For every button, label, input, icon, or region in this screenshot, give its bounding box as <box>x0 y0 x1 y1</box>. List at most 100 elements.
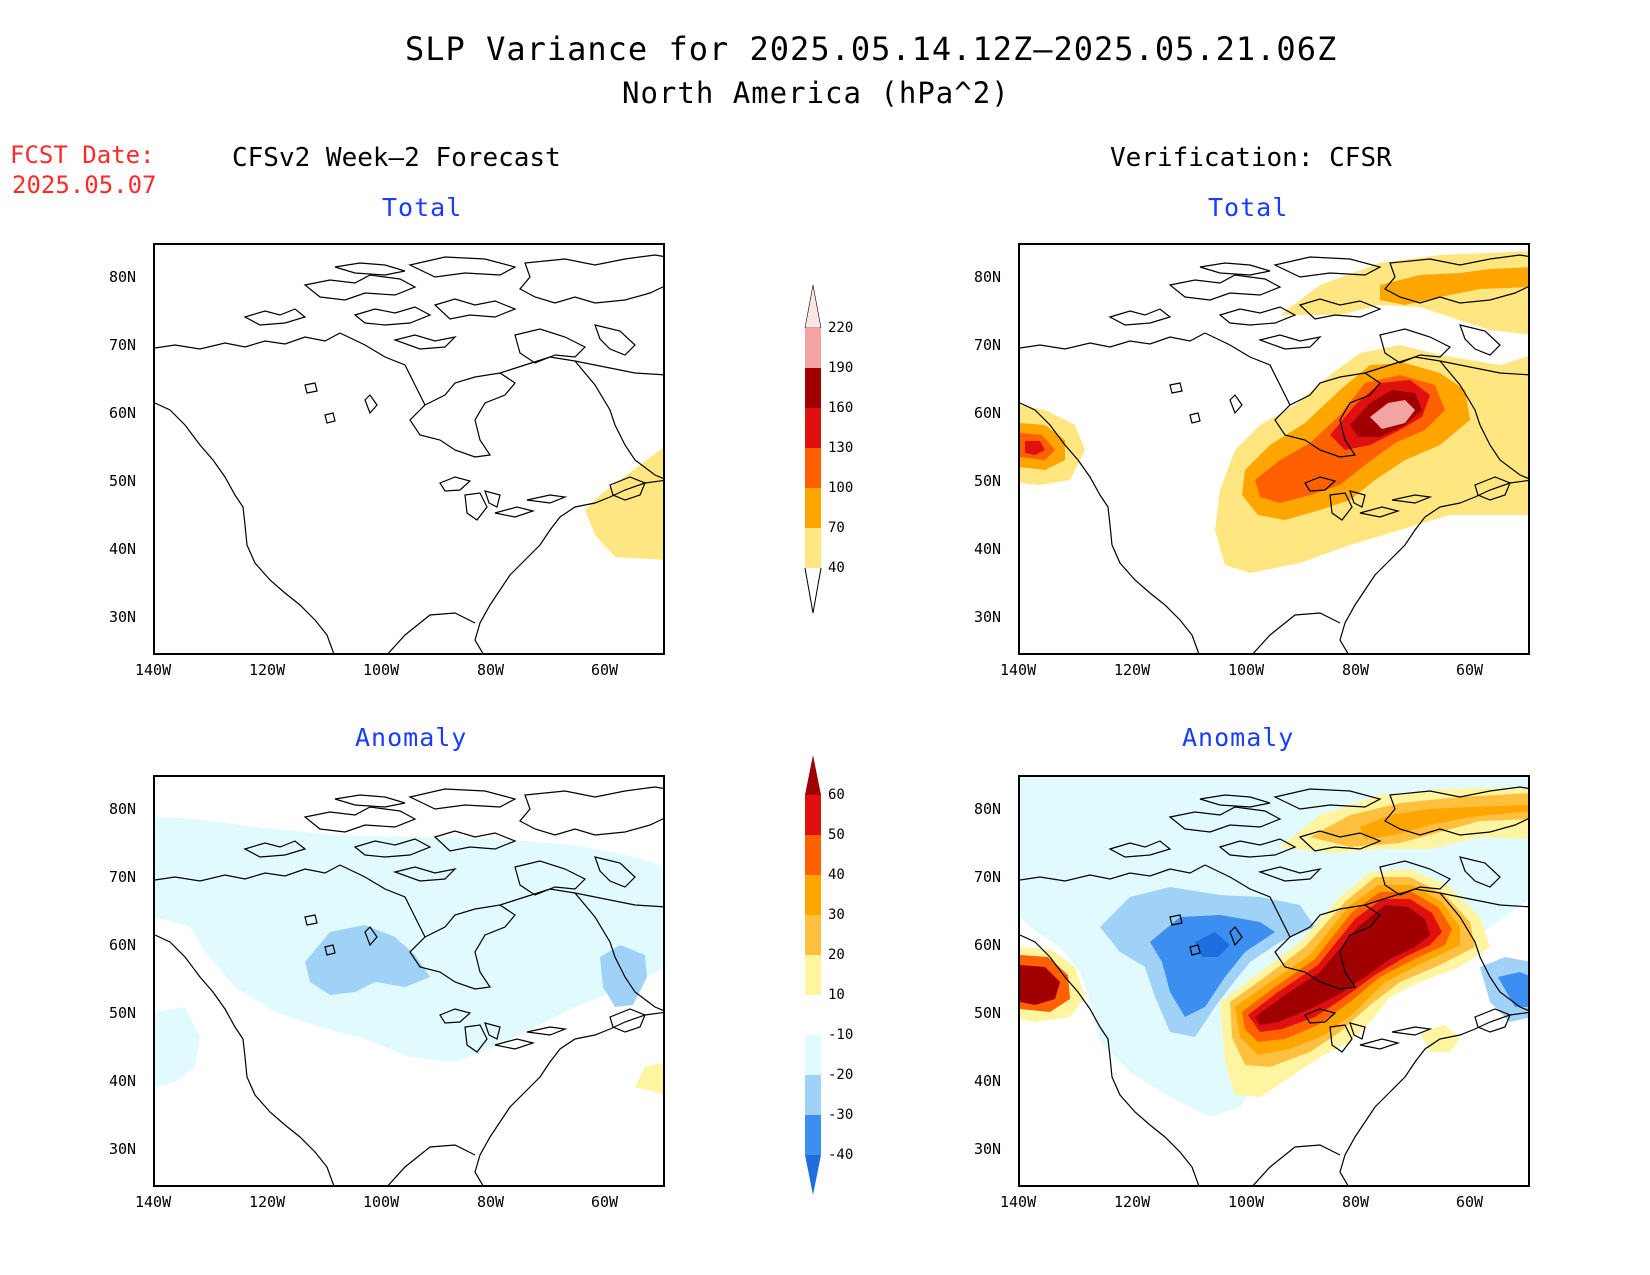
variance-contour-40 <box>585 447 663 560</box>
subtitle: North America (hPa^2) <box>622 76 1010 110</box>
lat-label: 60N <box>974 404 1002 422</box>
colorbar-label: 100 <box>828 480 854 496</box>
lon-label: 100W <box>363 661 400 679</box>
lon-label: 60W <box>591 661 619 679</box>
anomaly-contour-minus40 <box>1195 932 1230 957</box>
colorbar-segment <box>805 328 821 368</box>
panel-title-bottom-right: Anomaly <box>1182 723 1295 752</box>
colorbar-bottom-triangle <box>804 567 822 614</box>
lat-label: 60N <box>109 404 137 422</box>
variance-contour-190 <box>1370 400 1415 429</box>
fcst-date-value: 2025.05.07 <box>12 171 157 199</box>
lon-label: 80W <box>1342 661 1370 679</box>
lat-label: 80N <box>109 268 137 286</box>
colorbar-segment <box>805 1115 821 1155</box>
anomaly-contour-minus20 <box>305 925 430 995</box>
colorbar-label: 10 <box>828 987 845 1003</box>
anomaly-contour-60-west <box>1020 965 1060 1005</box>
lon-label: 140W <box>135 1193 172 1211</box>
lon-label: 140W <box>1000 1193 1037 1211</box>
colorbar-segment <box>805 795 821 835</box>
lat-label: 50N <box>974 472 1002 490</box>
anomaly-contour-minus30-east <box>1498 972 1528 1007</box>
lon-label: 100W <box>1228 1193 1265 1211</box>
lon-label: 80W <box>477 661 505 679</box>
colorbar-segment <box>805 1035 821 1075</box>
verification-header: Verification: CFSR <box>1110 143 1392 173</box>
lat-label: 70N <box>974 868 1002 886</box>
anomaly-contour-10 <box>635 1062 663 1094</box>
lon-label: 120W <box>1114 661 1151 679</box>
anomaly-contour-minus10-west <box>155 1007 200 1087</box>
anomaly-contour-30-north <box>1360 805 1528 839</box>
lat-label: 40N <box>974 1072 1002 1090</box>
anomaly-contour-minus10 <box>155 817 663 1062</box>
lon-label: 120W <box>249 1193 286 1211</box>
lon-label: 100W <box>363 1193 400 1211</box>
colorbar-label: -40 <box>828 1147 854 1163</box>
colorbar-segment <box>805 488 821 528</box>
lon-label: 120W <box>1114 1193 1151 1211</box>
anomaly-contour-60-main <box>1255 905 1430 1025</box>
fcst-date-label: FCST Date: <box>10 141 155 169</box>
colorbar-segment <box>805 915 821 955</box>
colorbar-segment <box>805 995 821 1035</box>
lat-label: 40N <box>109 540 137 558</box>
lon-label: 80W <box>1342 1193 1370 1211</box>
colorbar-segment <box>805 368 821 408</box>
lat-label: 60N <box>109 936 137 954</box>
colorbar-segment <box>805 1075 821 1115</box>
lat-label: 80N <box>109 800 137 818</box>
lat-label: 80N <box>974 800 1002 818</box>
colorbar-label: 20 <box>828 947 845 963</box>
lat-label: 70N <box>109 336 137 354</box>
lat-label: 30N <box>109 1140 137 1158</box>
panel-title-top-right: Total <box>1208 193 1289 222</box>
lat-label: 30N <box>974 608 1002 626</box>
colorbar-label: 50 <box>828 827 845 843</box>
lon-label: 60W <box>1456 1193 1484 1211</box>
map-verification-total <box>1018 243 1530 655</box>
map-verification-anomaly-svg <box>1020 777 1528 1185</box>
lat-label: 70N <box>974 336 1002 354</box>
variance-contour-70-north <box>1380 267 1528 305</box>
colorbar-label: 60 <box>828 787 845 803</box>
map-forecast-anomaly <box>153 775 665 1187</box>
map-verification-total-svg <box>1020 251 1528 653</box>
colorbar-top-triangle <box>805 755 821 795</box>
map-verification-anomaly <box>1018 775 1530 1187</box>
colorbar-segment <box>805 408 821 448</box>
colorbar-label: -10 <box>828 1027 854 1043</box>
colorbar-label: 190 <box>828 360 854 376</box>
colorbar-segment <box>805 835 821 875</box>
main-title: SLP Variance for 2025.05.14.12Z—2025.05.… <box>405 30 1338 68</box>
lat-label: 50N <box>974 1004 1002 1022</box>
lon-label: 140W <box>1000 661 1037 679</box>
lon-label: 60W <box>591 1193 619 1211</box>
colorbar-segment <box>805 955 821 995</box>
colorbar-segment <box>805 875 821 915</box>
lon-label: 80W <box>477 1193 505 1211</box>
lat-label: 80N <box>974 268 1002 286</box>
colorbar-label: 220 <box>828 320 854 336</box>
lat-label: 50N <box>109 472 137 490</box>
lon-label: 100W <box>1228 661 1265 679</box>
forecast-header: CFSv2 Week—2 Forecast <box>232 143 561 173</box>
anomaly-colorbar <box>805 755 821 1195</box>
colorbar-segment <box>805 528 821 568</box>
colorbar-segment <box>805 448 821 488</box>
colorbar-label: 30 <box>828 907 845 923</box>
panel-title-top-left: Total <box>382 193 463 222</box>
colorbar-label: 40 <box>828 560 845 576</box>
lat-label: 50N <box>109 1004 137 1022</box>
colorbar-bottom-triangle <box>805 1155 821 1195</box>
map-forecast-total <box>153 243 665 655</box>
lat-label: 30N <box>109 608 137 626</box>
lat-label: 40N <box>974 540 1002 558</box>
panel-title-bottom-left: Anomaly <box>355 723 468 752</box>
colorbar-label: 160 <box>828 400 854 416</box>
lon-label: 140W <box>135 661 172 679</box>
lon-label: 120W <box>249 661 286 679</box>
colorbar-top-triangle <box>804 285 822 329</box>
lat-label: 70N <box>109 868 137 886</box>
